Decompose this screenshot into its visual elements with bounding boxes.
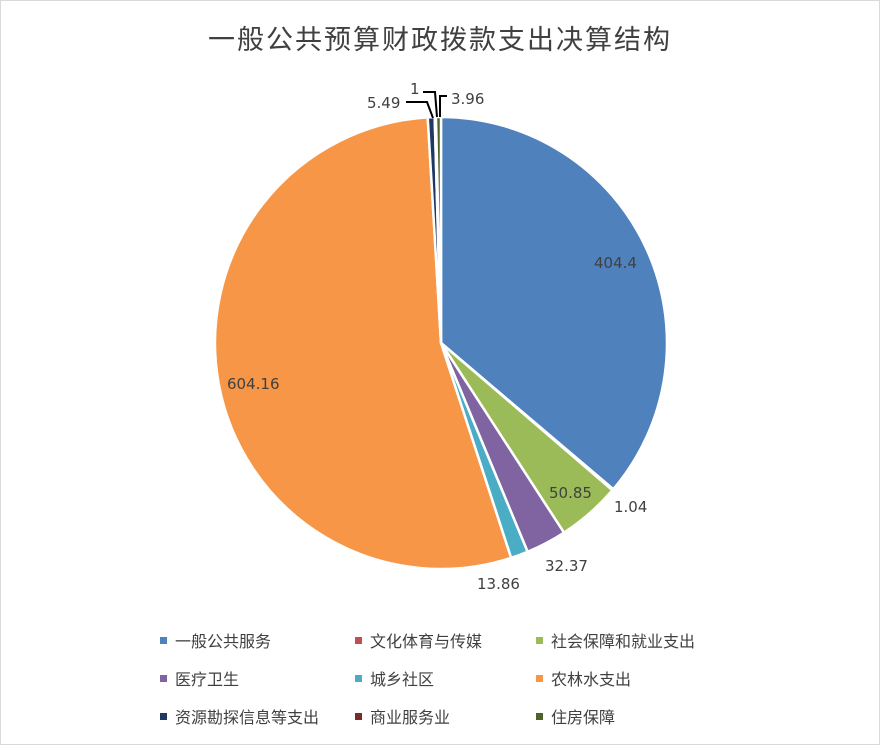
legend-swatch	[536, 712, 543, 720]
legend-item-urban-rural: 城乡社区	[355, 666, 434, 690]
data-label-housing: 3.96	[451, 90, 484, 108]
legend-label: 社会保障和就业支出	[551, 632, 696, 651]
legend-item-housing: 住房保障	[536, 704, 615, 728]
legend-label: 一般公共服务	[175, 632, 272, 651]
legend-item-medical: 医疗卫生	[160, 666, 239, 690]
chart-title: 一般公共预算财政拨款支出决算结构	[208, 25, 672, 56]
data-label-agriculture: 604.16	[227, 375, 280, 393]
legend-swatch	[355, 712, 362, 720]
legend-item-resources: 资源勘探信息等支出	[160, 704, 319, 728]
leader-line-housing	[439, 95, 447, 117]
legend-item-social-security: 社会保障和就业支出	[536, 628, 695, 652]
legend-label: 城乡社区	[370, 670, 435, 689]
data-label-urban-rural: 13.86	[477, 575, 520, 593]
legend-swatch	[160, 712, 167, 720]
legend-item-general-public-services: 一般公共服务	[160, 628, 271, 652]
legend-swatch	[160, 636, 167, 644]
leader-line-commerce	[423, 91, 438, 118]
legend-label: 医疗卫生	[175, 670, 240, 689]
legend-swatch	[160, 674, 167, 682]
legend-swatch	[355, 636, 362, 644]
data-label-medical: 32.37	[545, 557, 588, 575]
legend-swatch	[536, 636, 543, 644]
legend-item-agriculture: 农林水支出	[536, 666, 631, 690]
legend-item-culture-sports: 文化体育与传媒	[355, 628, 482, 652]
data-label-commerce: 1	[410, 80, 420, 98]
legend-swatch	[536, 674, 543, 682]
legend-swatch	[355, 674, 362, 682]
data-label-general-public-services: 404.4	[594, 254, 637, 272]
legend-label: 住房保障	[551, 708, 616, 727]
data-label-resources: 5.49	[367, 94, 400, 112]
legend-label: 商业服务业	[370, 708, 451, 727]
pie-slice-0	[439, 115, 669, 491]
data-label-social-security: 50.85	[549, 484, 592, 502]
leader-line-resources	[406, 101, 434, 119]
legend-label: 农林水支出	[551, 670, 632, 689]
legend-item-commerce: 商业服务业	[355, 704, 450, 728]
legend-label: 文化体育与传媒	[370, 632, 483, 651]
data-label-culture-sports: 1.04	[614, 498, 647, 516]
pie-slice-5	[213, 116, 513, 571]
legend-label: 资源勘探信息等支出	[175, 708, 320, 727]
